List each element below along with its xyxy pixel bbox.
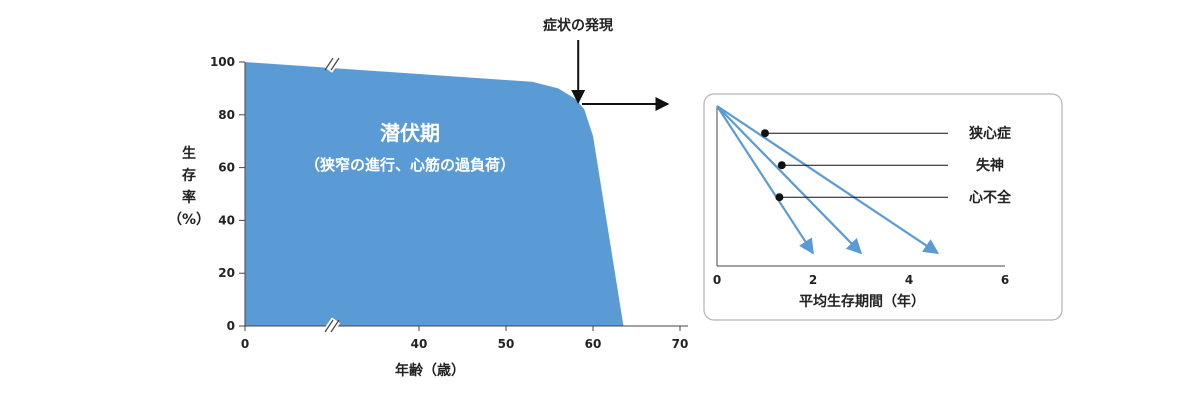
y-tick-label: 60 xyxy=(218,161,235,175)
y-tick-label: 80 xyxy=(218,108,235,122)
series-marker xyxy=(761,129,769,138)
y-tick-label: 0 xyxy=(227,319,235,333)
inset-x-axis-label: 平均生存期間（年） xyxy=(799,293,925,310)
inset-x-tick-label: 4 xyxy=(905,273,913,287)
inset-x-tick-label: 0 xyxy=(713,273,721,287)
x-tick-label: 60 xyxy=(585,337,602,351)
axis-break-mark xyxy=(330,57,340,71)
y-axis-label-line: 生 xyxy=(182,145,196,162)
series-label: 心不全 xyxy=(969,189,1012,206)
y-axis-label-line: 存 xyxy=(182,167,196,184)
axis-break-mark xyxy=(330,319,340,333)
x-tick-labels: 0 40 50 60 70 xyxy=(241,326,689,351)
y-tick-labels: 0 20 40 60 80 100 xyxy=(210,55,245,333)
axis-break-marks xyxy=(323,55,341,335)
survival-area xyxy=(245,62,624,326)
x-tick-label: 40 xyxy=(411,337,428,351)
series-label: 狭心症 xyxy=(968,125,1011,142)
y-tick-label: 40 xyxy=(218,213,235,227)
series-line xyxy=(716,105,940,255)
series-line xyxy=(716,105,863,255)
axis-break-gap xyxy=(323,317,341,335)
y-axis-label: 生 存 率 （%） xyxy=(168,145,210,228)
survival-chart: 0 20 40 60 80 100 0 40 50 60 70 年齢（歳） 生 存 率 （%） 潜… xyxy=(168,17,688,379)
x-tick-label: 50 xyxy=(498,337,515,351)
series-marker xyxy=(777,161,786,170)
inset-x-tick-labels: 0 2 4 6 xyxy=(713,273,1009,287)
x-tick-label: 70 xyxy=(672,337,689,351)
inset-x-tick-label: 6 xyxy=(1001,273,1009,287)
series-label: 失神 xyxy=(976,157,1004,174)
x-tick-label: 0 xyxy=(241,337,249,351)
y-axis-label-line: （%） xyxy=(168,212,210,228)
panel-frame xyxy=(703,93,1063,321)
series-line xyxy=(716,105,814,255)
series-marker xyxy=(775,193,784,202)
inset-x-tick-label: 2 xyxy=(809,273,817,287)
symptom-onset-label: 症状の発現 xyxy=(543,17,613,34)
x-axis-label: 年齢（歳） xyxy=(395,362,465,379)
axis-break-mark xyxy=(324,319,334,333)
y-axis-label-line: 率 xyxy=(182,189,196,206)
axis-break-gap xyxy=(323,55,341,73)
y-tick-label: 20 xyxy=(218,266,235,280)
latent-period-subtitle: （狭窄の進行、心筋の過負荷） xyxy=(305,156,515,174)
y-tick-label: 100 xyxy=(210,55,235,69)
axis-break-mark xyxy=(324,57,334,71)
latent-period-title: 潜伏期 xyxy=(380,121,440,145)
